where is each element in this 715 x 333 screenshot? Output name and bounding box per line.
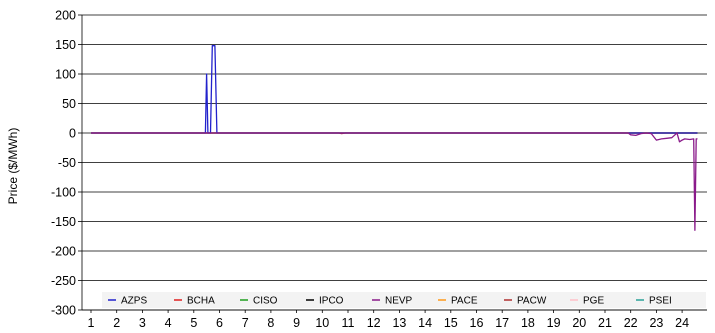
x-tick-label: 5 — [190, 316, 197, 330]
series-line-nevp — [91, 132, 698, 231]
x-tick-label: 15 — [444, 316, 458, 330]
x-tick-label: 10 — [315, 316, 329, 330]
legend-label-pacw: PACW — [517, 296, 547, 307]
x-tick-label: 6 — [216, 316, 223, 330]
x-tick-label: 19 — [547, 316, 561, 330]
x-tick-label: 1 — [88, 316, 95, 330]
legend-box — [102, 292, 706, 308]
y-tick-label: -250 — [51, 274, 76, 288]
x-tick-label: 11 — [342, 316, 355, 330]
y-tick-label: 0 — [69, 127, 76, 141]
series-lines — [91, 45, 698, 231]
x-tick-labels: 1 2 3 4 5 6 7 8 9 10 11 12 13 14 15 16 17 18 19 20 21 22 23 24 — [88, 316, 690, 330]
legend: AZPS BCHA CISO IPCO NEVP PACE PACW PGE PSEI — [102, 292, 706, 308]
y-tick-label: -150 — [51, 215, 76, 229]
x-tick-label: 13 — [392, 316, 406, 330]
y-tick-label: 50 — [62, 97, 76, 111]
x-tick-label: 21 — [598, 316, 612, 330]
legend-label-pge: PGE — [583, 296, 604, 307]
x-tick-label: 4 — [165, 316, 172, 330]
x-tick-label: 23 — [649, 316, 663, 330]
x-tick-label: 18 — [521, 316, 535, 330]
y-tick-label: 100 — [55, 68, 76, 82]
series-line-azps — [91, 45, 698, 134]
x-tick-label: 14 — [418, 316, 432, 330]
legend-label-pace: PACE — [451, 296, 478, 307]
legend-label-azps: AZPS — [121, 296, 147, 307]
x-tick-label: 3 — [139, 316, 146, 330]
y-tick-label: -200 — [51, 245, 76, 259]
x-tick-label: 7 — [242, 316, 249, 330]
y-tick-label: 150 — [55, 38, 76, 52]
y-tick-label: -300 — [51, 304, 76, 318]
y-tick-labels: 200 150 100 50 0 -50 -100 -150 -200 -250 -300 — [51, 9, 76, 318]
legend-label-bcha: BCHA — [187, 296, 215, 307]
legend-label-psei: PSEI — [649, 296, 672, 307]
x-tick-label: 9 — [293, 316, 300, 330]
legend-label-nevp: NEVP — [385, 296, 413, 307]
x-tick-label: 8 — [267, 316, 274, 330]
y-tick-label: -50 — [58, 156, 76, 170]
x-tick-label: 24 — [675, 316, 689, 330]
x-tick-label: 17 — [495, 316, 509, 330]
legend-label-ciso: CISO — [253, 296, 278, 307]
x-tick-label: 22 — [624, 316, 638, 330]
x-tick-label: 2 — [113, 316, 120, 330]
x-tick-label: 16 — [470, 316, 484, 330]
legend-label-ipco: IPCO — [319, 296, 344, 307]
y-axis-label: Price ($/MWh) — [6, 128, 20, 205]
gridlines — [82, 14, 707, 311]
x-tick-label: 20 — [572, 316, 586, 330]
axes — [78, 14, 707, 313]
x-tick-label: 12 — [367, 316, 381, 330]
y-tick-label: -100 — [51, 186, 76, 200]
y-tick-label: 200 — [55, 9, 76, 23]
